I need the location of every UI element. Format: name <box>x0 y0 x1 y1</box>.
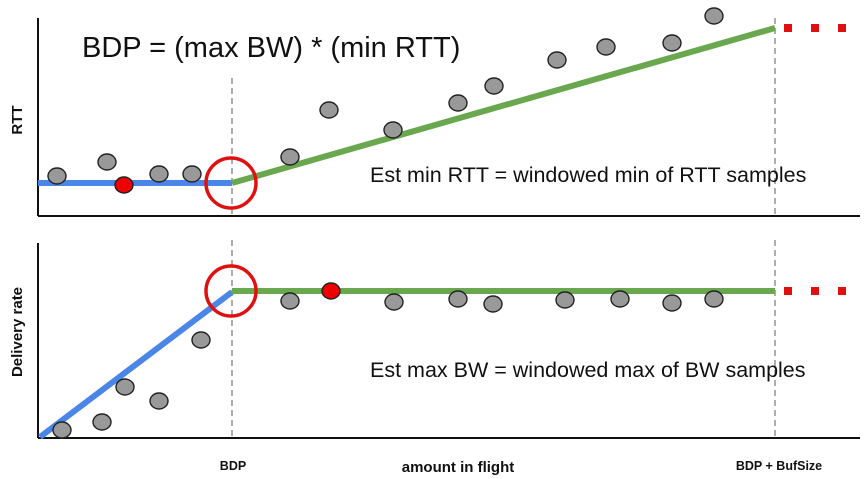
rate-app-limited-line <box>38 289 234 440</box>
rtt-sample-point <box>484 77 504 95</box>
rate-sample-point <box>191 331 211 349</box>
rtt-annotation: Est min RTT = windowed min of RTT sample… <box>370 163 806 187</box>
circle-highlight-icon <box>204 156 258 210</box>
x-axis-label: amount in flight <box>402 459 514 476</box>
rtt-sample-point <box>383 121 403 139</box>
rtt-sample-point <box>319 101 339 119</box>
rate-sample-point <box>52 421 72 439</box>
rate-sample-point <box>704 290 724 308</box>
rate-sample-point <box>610 290 630 308</box>
x-marker-bdp-bufsize: BDP + BufSize <box>736 459 822 473</box>
rate-sample-point <box>384 293 404 311</box>
rate-max-sample-point <box>321 282 341 300</box>
x-marker-bdp: BDP <box>220 459 246 473</box>
circle-highlight-icon <box>204 264 258 318</box>
rtt-samples <box>47 7 724 185</box>
rtt-sample-point <box>97 153 117 171</box>
rate-sample-point <box>115 378 135 396</box>
rtt-sample-point <box>47 167 67 185</box>
rate-sample-point <box>280 292 300 310</box>
rate-sample-point <box>555 291 575 309</box>
rtt-sample-point <box>149 165 169 183</box>
rtt-bandwidth-limited-line <box>231 25 776 186</box>
rtt-panel: BDP = (max BW) * (min RTT) Est min RTT =… <box>9 7 860 217</box>
delivery-rate-panel: Est max BW = windowed max of BW samples … <box>9 240 860 440</box>
rtt-sample-point <box>596 38 616 56</box>
rtt-sample-point <box>448 94 468 112</box>
dots-icon <box>784 287 846 295</box>
rtt-sample-point <box>704 7 724 25</box>
rate-sample-point <box>662 294 682 312</box>
rate-sample-point <box>92 413 112 431</box>
rtt-min-sample-point <box>114 176 134 194</box>
rtt-sample-point <box>280 148 300 166</box>
formula-text: BDP = (max BW) * (min RTT) <box>82 32 460 64</box>
rate-samples <box>52 290 724 439</box>
dots-icon <box>784 24 846 32</box>
rate-sample-point <box>448 290 468 308</box>
rate-sample-point <box>149 392 169 410</box>
rtt-sample-point <box>182 165 202 183</box>
rtt-sample-point <box>547 51 567 69</box>
rate-annotation: Est max BW = windowed max of BW samples <box>370 358 806 382</box>
rtt-sample-point <box>662 34 682 52</box>
rtt-y-axis-label: RTT <box>9 105 26 134</box>
rate-sample-point <box>483 295 503 313</box>
rate-y-axis-label: Delivery rate <box>9 287 26 377</box>
